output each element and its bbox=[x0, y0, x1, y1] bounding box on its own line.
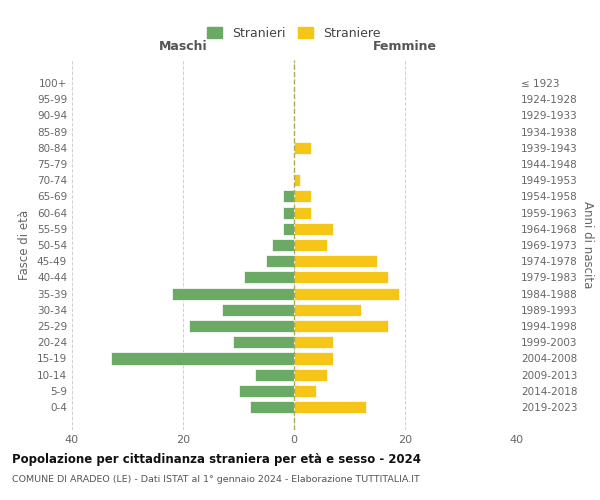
Bar bbox=[294, 239, 328, 251]
Bar bbox=[239, 385, 294, 397]
Bar bbox=[233, 336, 294, 348]
Bar bbox=[111, 352, 294, 364]
Bar bbox=[294, 222, 333, 235]
Bar bbox=[255, 368, 294, 381]
Bar bbox=[244, 272, 294, 283]
Bar bbox=[294, 368, 328, 381]
Bar bbox=[283, 206, 294, 218]
Text: Femmine: Femmine bbox=[373, 40, 437, 52]
Bar bbox=[250, 401, 294, 413]
Bar bbox=[294, 174, 299, 186]
Bar bbox=[294, 304, 361, 316]
Text: Popolazione per cittadinanza straniera per età e sesso - 2024: Popolazione per cittadinanza straniera p… bbox=[12, 452, 421, 466]
Bar bbox=[294, 255, 377, 268]
Y-axis label: Anni di nascita: Anni di nascita bbox=[581, 202, 594, 288]
Legend: Stranieri, Straniere: Stranieri, Straniere bbox=[202, 22, 386, 45]
Bar bbox=[283, 222, 294, 235]
Bar bbox=[294, 190, 311, 202]
Bar bbox=[266, 255, 294, 268]
Bar bbox=[294, 272, 388, 283]
Bar bbox=[294, 288, 400, 300]
Bar bbox=[222, 304, 294, 316]
Y-axis label: Fasce di età: Fasce di età bbox=[19, 210, 31, 280]
Bar bbox=[294, 336, 333, 348]
Bar bbox=[294, 352, 333, 364]
Bar bbox=[283, 190, 294, 202]
Bar bbox=[172, 288, 294, 300]
Text: COMUNE DI ARADEO (LE) - Dati ISTAT al 1° gennaio 2024 - Elaborazione TUTTITALIA.: COMUNE DI ARADEO (LE) - Dati ISTAT al 1°… bbox=[12, 475, 420, 484]
Text: Maschi: Maschi bbox=[158, 40, 208, 52]
Bar bbox=[294, 206, 311, 218]
Bar bbox=[294, 142, 311, 154]
Bar bbox=[294, 385, 316, 397]
Bar bbox=[294, 401, 366, 413]
Bar bbox=[272, 239, 294, 251]
Bar bbox=[294, 320, 388, 332]
Bar bbox=[188, 320, 294, 332]
